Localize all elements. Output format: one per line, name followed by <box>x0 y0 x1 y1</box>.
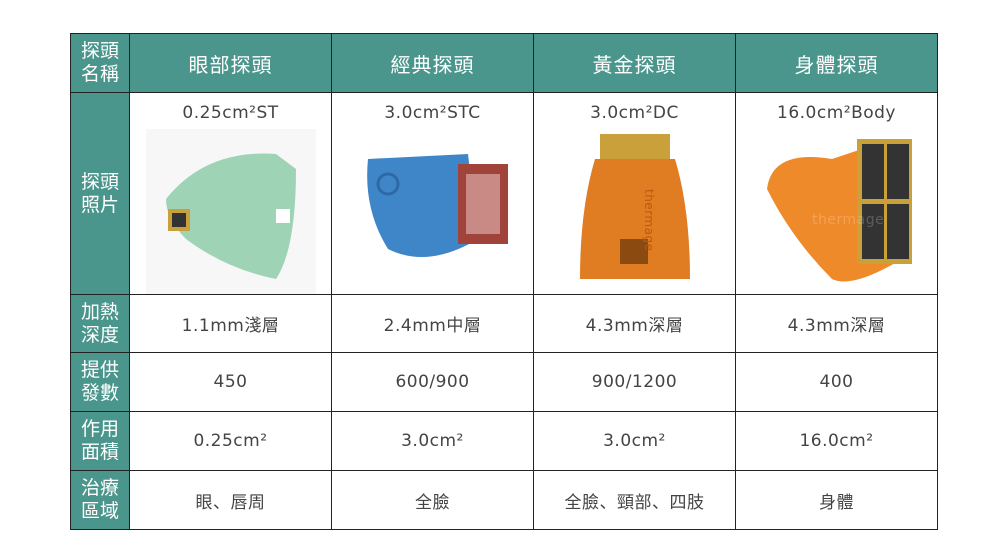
classic-probe-cell: 3.0cm²STC <box>331 92 534 295</box>
cell: 全臉 <box>331 470 534 530</box>
col-classic: 經典探頭 <box>331 33 534 93</box>
gold-probe-image: thermage <box>579 134 690 279</box>
row-label-text: 加熱深度 <box>80 300 119 346</box>
photo-row: 探頭照片 0.25cm²ST 3.0cm²STC 3.0cm²DC therma… <box>70 92 938 295</box>
cell: 400 <box>735 352 938 412</box>
cell: 1.1mm淺層 <box>129 294 332 353</box>
cell: 眼、唇周 <box>129 470 332 530</box>
eye-probe-cell: 0.25cm²ST <box>129 92 332 295</box>
cell: 3.0cm² <box>331 411 534 471</box>
cell: 900/1200 <box>533 352 736 412</box>
gold-probe-cell: 3.0cm²DC thermage <box>533 92 736 295</box>
row-label-text: 探頭照片 <box>80 170 119 216</box>
cell: 450 <box>129 352 332 412</box>
body-probe-image: thermage <box>766 139 912 282</box>
cell: 身體 <box>735 470 938 530</box>
spec-label: 16.0cm²Body <box>777 103 896 123</box>
cell: 4.3mm深層 <box>533 294 736 353</box>
probe-comparison-table: 探頭名稱 眼部探頭 經典探頭 黃金探頭 身體探頭 探頭照片 0.25cm²ST … <box>70 33 938 530</box>
area-row: 作用面積 0.25cm² 3.0cm² 3.0cm² 16.0cm² <box>70 411 938 471</box>
thermage-logo: thermage <box>642 189 656 251</box>
col-eye: 眼部探頭 <box>129 33 332 93</box>
cell: 2.4mm中層 <box>331 294 534 353</box>
depth-row: 加熱深度 1.1mm淺層 2.4mm中層 4.3mm深層 4.3mm深層 <box>70 294 938 353</box>
row-label: 治療區域 <box>70 470 130 530</box>
treatment-area-row: 治療區域 眼、唇周 全臉 全臉、頸部、四肢 身體 <box>70 470 938 530</box>
row-label: 提供發數 <box>70 352 130 412</box>
row-label-text: 治療區域 <box>80 477 119 522</box>
shots-row: 提供發數 450 600/900 900/1200 400 <box>70 352 938 412</box>
row-label-text: 作用面積 <box>80 418 119 463</box>
body-probe-cell: 16.0cm²Body thermage <box>735 92 938 295</box>
cell: 600/900 <box>331 352 534 412</box>
eye-probe-image <box>145 129 316 294</box>
corner-header: 探頭名稱 <box>70 33 130 93</box>
header-row: 探頭名稱 眼部探頭 經典探頭 黃金探頭 身體探頭 <box>70 33 938 93</box>
cell: 全臉、頸部、四肢 <box>533 470 736 530</box>
corner-label: 探頭名稱 <box>80 40 119 85</box>
row-label: 加熱深度 <box>70 294 130 353</box>
col-body: 身體探頭 <box>735 33 938 93</box>
spec-label: 3.0cm²DC <box>590 103 679 123</box>
col-gold: 黃金探頭 <box>533 33 736 93</box>
row-label: 探頭照片 <box>70 92 130 295</box>
thermage-logo: thermage <box>812 212 884 228</box>
spec-label: 0.25cm²ST <box>182 103 279 123</box>
cell: 0.25cm² <box>129 411 332 471</box>
row-label-text: 提供發數 <box>80 359 119 404</box>
cell: 3.0cm² <box>533 411 736 471</box>
spec-label: 3.0cm²STC <box>384 103 481 123</box>
classic-probe-image <box>366 154 508 257</box>
cell: 16.0cm² <box>735 411 938 471</box>
cell: 4.3mm深層 <box>735 294 938 353</box>
row-label: 作用面積 <box>70 411 130 471</box>
